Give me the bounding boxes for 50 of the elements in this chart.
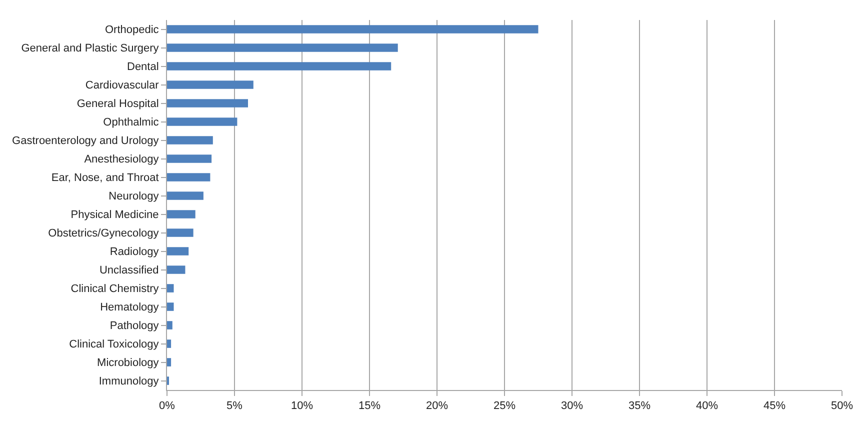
y-tick-label: Pathology <box>110 320 160 332</box>
y-tick-label: Dental <box>127 61 159 74</box>
y-tick-label: Anesthesiology <box>84 154 160 166</box>
bar <box>167 340 172 348</box>
y-tick-label: Obstetrics/Gynecology <box>48 228 160 240</box>
bar <box>167 25 538 34</box>
bar <box>167 62 392 70</box>
bar <box>167 154 212 163</box>
y-tick-label: Cardiovascular <box>85 80 160 92</box>
x-tick-label: 10% <box>290 400 314 412</box>
bar <box>167 284 174 292</box>
bar <box>167 247 189 256</box>
y-tick-label: Physical Medicine <box>70 209 159 222</box>
y-tick-label: General and Plastic Surgery <box>21 42 160 55</box>
bar <box>167 266 186 274</box>
bar <box>167 228 194 237</box>
bar <box>167 44 398 52</box>
y-tick-label: Ear, Nose, and Throat <box>51 172 159 184</box>
y-tick-label: Clinical Chemistry <box>70 283 160 296</box>
y-tick-label: Orthopedic <box>104 24 160 36</box>
bar <box>167 99 248 108</box>
bar <box>167 136 213 144</box>
x-tick-label: 20% <box>426 400 448 412</box>
bar <box>167 321 172 330</box>
y-tick-label: Clinical Toxicology <box>69 338 160 351</box>
x-tick-label: 35% <box>628 400 651 412</box>
x-tick-label: 50% <box>830 400 854 412</box>
y-tick-label: Microbiology <box>97 357 160 370</box>
bar <box>167 80 254 89</box>
x-tick-label: 40% <box>696 400 718 412</box>
bar <box>167 358 172 366</box>
y-tick-label: Ophthalmic <box>103 116 160 129</box>
x-tick-label: 15% <box>358 400 381 412</box>
x-tick-label: 45% <box>763 400 786 412</box>
y-tick-label: Hematology <box>100 302 160 314</box>
x-tick-label: 5% <box>226 400 243 412</box>
bar <box>167 118 238 126</box>
x-tick-label: 25% <box>493 400 516 412</box>
y-tick-label: General Hospital <box>76 98 159 110</box>
y-tick-label: Neurology <box>108 190 160 203</box>
y-tick-label: Immunology <box>98 376 160 388</box>
bar <box>167 210 196 218</box>
bar <box>167 173 210 182</box>
bar <box>167 302 174 311</box>
y-tick-label: Gastroenterology and Urology <box>12 135 160 148</box>
x-tick-label: 30% <box>560 400 584 412</box>
y-tick-label: Radiology <box>110 246 160 258</box>
bar <box>167 192 204 200</box>
y-tick-label: Unclassified <box>99 264 159 277</box>
x-tick-label: 0% <box>159 400 176 412</box>
